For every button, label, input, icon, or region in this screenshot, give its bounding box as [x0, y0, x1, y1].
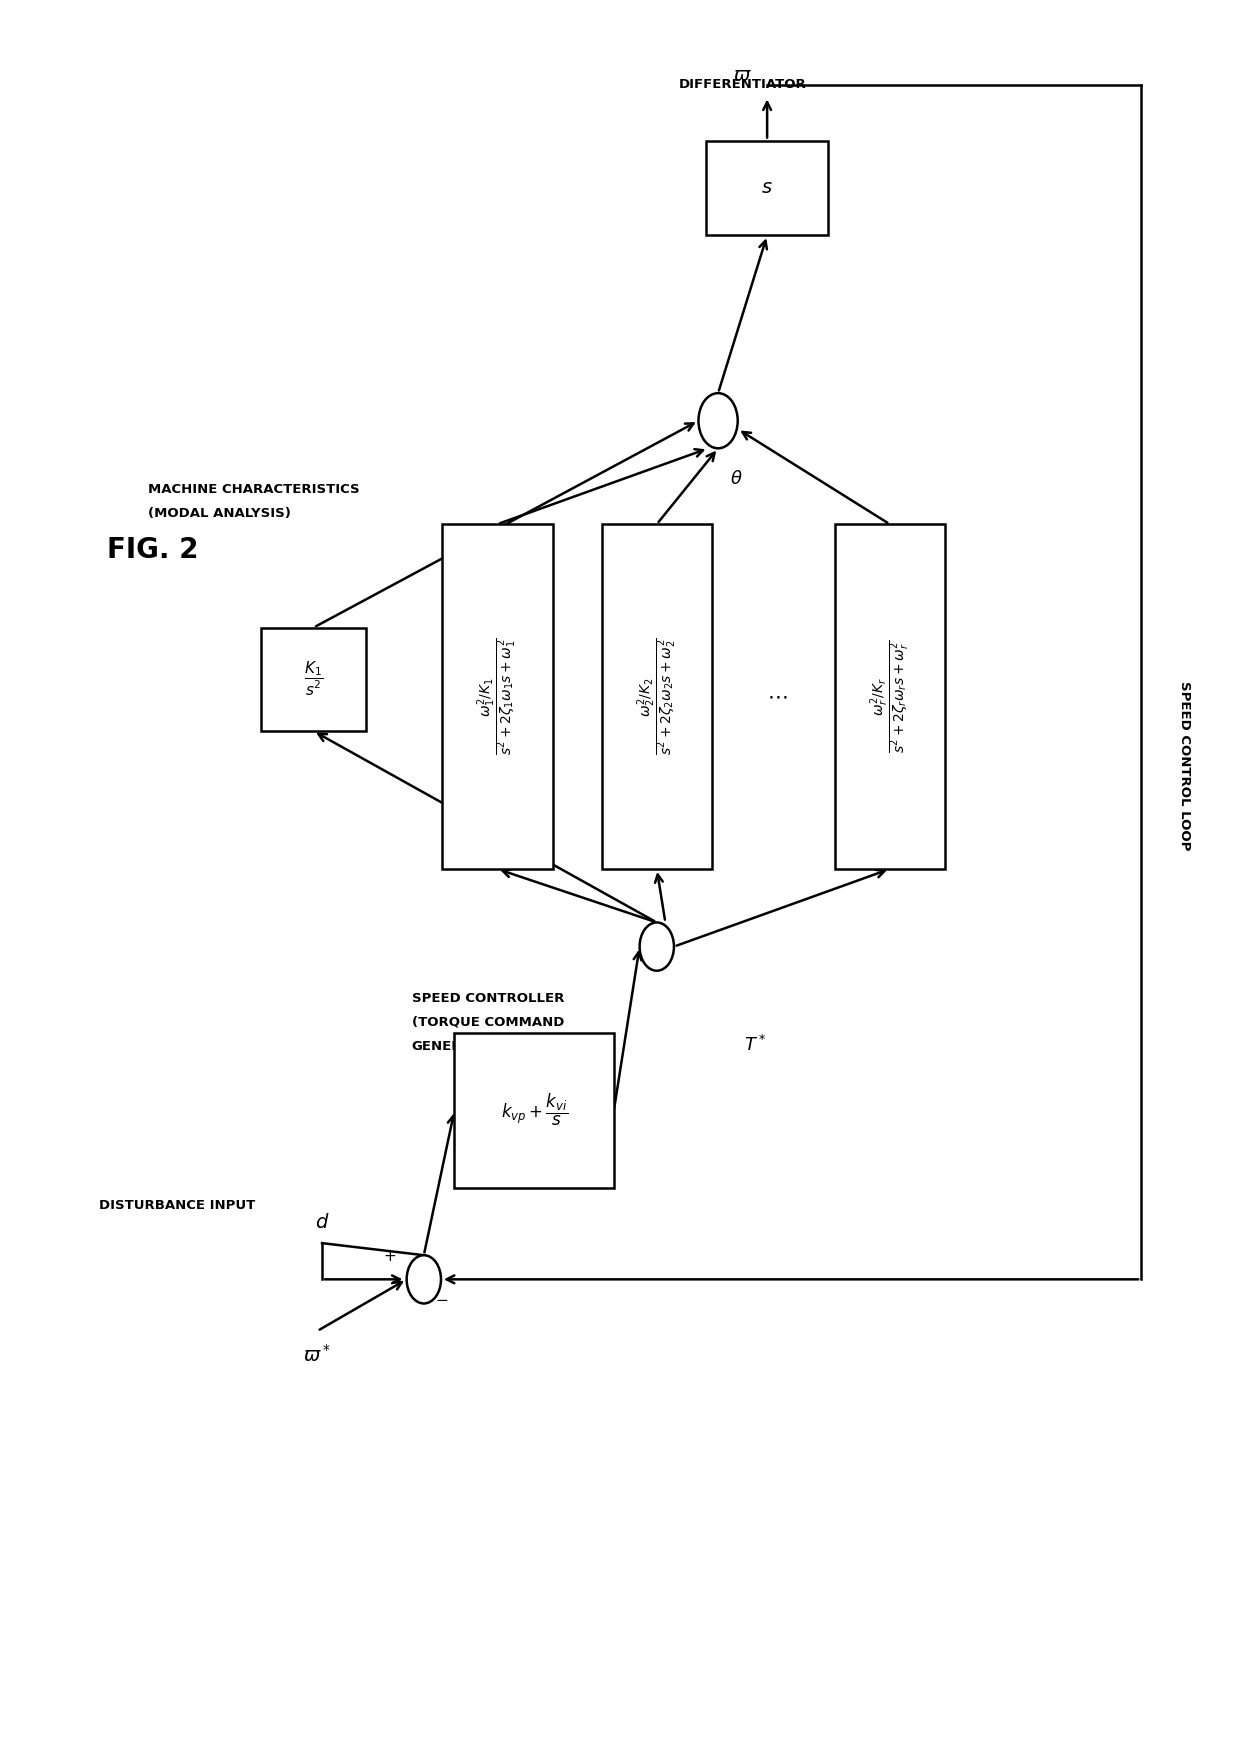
- Text: SPEED CONTROLLER: SPEED CONTROLLER: [412, 992, 564, 1005]
- Circle shape: [698, 393, 738, 448]
- FancyBboxPatch shape: [262, 627, 366, 732]
- Text: $T^*$: $T^*$: [744, 1034, 766, 1055]
- Text: GENERATOR): GENERATOR): [412, 1039, 508, 1053]
- Text: $\dfrac{\omega_2^2/K_2}{s^2+2\zeta_2\omega_2 s+\omega_2^2}$: $\dfrac{\omega_2^2/K_2}{s^2+2\zeta_2\ome…: [635, 638, 678, 756]
- Text: DIFFERENTIATOR: DIFFERENTIATOR: [678, 78, 806, 90]
- FancyBboxPatch shape: [455, 1032, 614, 1189]
- FancyBboxPatch shape: [835, 525, 945, 869]
- Text: $\theta$: $\theta$: [730, 471, 743, 488]
- Text: MACHINE CHARACTERISTICS: MACHINE CHARACTERISTICS: [148, 483, 360, 495]
- Text: DISTURBANCE INPUT: DISTURBANCE INPUT: [99, 1199, 255, 1211]
- Text: +: +: [383, 1250, 396, 1265]
- Text: (TORQUE COMMAND: (TORQUE COMMAND: [412, 1017, 564, 1029]
- FancyBboxPatch shape: [443, 525, 553, 869]
- Text: $\dfrac{\omega_1^2/K_1}{s^2+2\zeta_1\omega_1 s+\omega_1^2}$: $\dfrac{\omega_1^2/K_1}{s^2+2\zeta_1\ome…: [476, 638, 520, 756]
- Text: (MODAL ANALYSIS): (MODAL ANALYSIS): [148, 507, 291, 520]
- Text: $\cdots$: $\cdots$: [766, 687, 787, 707]
- Text: $\varpi^*$: $\varpi^*$: [303, 1343, 331, 1366]
- Text: SPEED CONTROL LOOP: SPEED CONTROL LOOP: [1178, 681, 1190, 850]
- Text: $\dfrac{\omega_r^2/K_r}{s^2+2\zeta_r\omega_r s+\omega_r^2}$: $\dfrac{\omega_r^2/K_r}{s^2+2\zeta_r\ome…: [868, 640, 911, 753]
- Text: −: −: [435, 1293, 449, 1307]
- Text: $\dfrac{K_1}{s^2}$: $\dfrac{K_1}{s^2}$: [304, 660, 324, 699]
- Text: $d$: $d$: [315, 1213, 330, 1232]
- Text: $s$: $s$: [761, 179, 773, 198]
- Circle shape: [640, 923, 675, 972]
- Text: $k_{vp}+\dfrac{k_{vi}}{s}$: $k_{vp}+\dfrac{k_{vi}}{s}$: [501, 1091, 568, 1128]
- Circle shape: [407, 1255, 441, 1304]
- Text: FIG. 2: FIG. 2: [108, 535, 198, 565]
- Text: $\varpi$: $\varpi$: [733, 66, 751, 85]
- FancyBboxPatch shape: [601, 525, 712, 869]
- FancyBboxPatch shape: [706, 141, 828, 235]
